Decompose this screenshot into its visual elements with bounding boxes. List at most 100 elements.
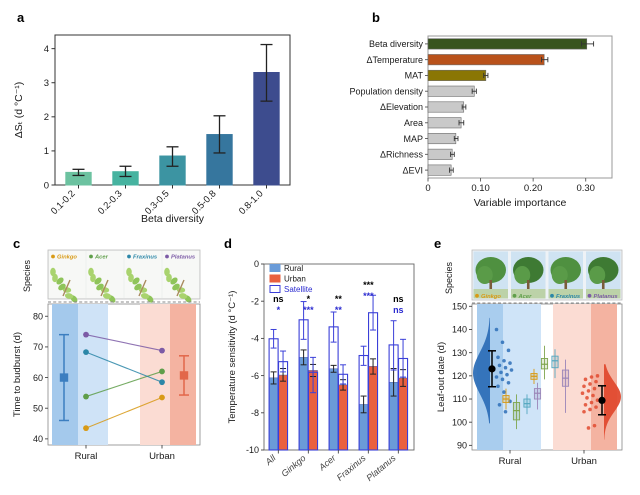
y-axis-title: ΔSₜ (d °C⁻¹) (13, 82, 25, 139)
species-legend-label: Ginkgo (481, 294, 501, 300)
x-tick-label: Acer (316, 452, 338, 473)
data-point (83, 331, 89, 338)
error-bar (483, 72, 489, 79)
significance-bottom: *** (363, 291, 374, 301)
data-point (583, 377, 588, 382)
y-tick-label: MAT (405, 71, 424, 81)
data-point (580, 391, 585, 396)
error-bar (260, 43, 273, 102)
y-tick-label: 4 (44, 44, 49, 55)
significance-top: ** (335, 294, 343, 304)
species-legend-label: Ginkgo (57, 255, 77, 261)
panel-c: c Species Ginkgo Acer Fraxinus Platanus 40 50… (0, 232, 218, 495)
x-tick-label: 0.2-0.3 (96, 188, 125, 217)
species-line-platanus (83, 331, 165, 354)
significance-bottom: *** (303, 305, 314, 315)
species-photo-ginkgo (473, 251, 508, 299)
y-tick-label: MAP (403, 134, 423, 144)
error-bar-satellite (300, 301, 307, 340)
data-point (159, 394, 165, 401)
data-point (595, 374, 600, 378)
error-bar (270, 371, 277, 385)
boxplot-fraxinus (551, 349, 559, 379)
error-bar-satellite (340, 364, 347, 385)
bar (427, 133, 457, 145)
species-photo-platanus (163, 251, 199, 303)
x-tick-label: Urban (571, 456, 597, 467)
species-legend-dot (127, 254, 131, 259)
data-point (159, 347, 165, 354)
panel-d: d 0 -2 -4 -6 -8 -10 ns * All * *** Ginkgo ** ** Acer **… (218, 232, 426, 495)
data-point (502, 390, 506, 394)
x-tick-label: Ginkgo (279, 453, 307, 479)
y-tick-label: 1 (44, 146, 49, 157)
species-legend-dot (165, 254, 169, 259)
panel-b-label: b (372, 10, 380, 25)
data-point (496, 355, 500, 360)
x-tick-label: Rural (75, 451, 98, 462)
species-legend-dot (512, 293, 517, 298)
data-point (594, 405, 598, 409)
panel-b-chart: Beta diversity ΔTemperature MAT Population … (349, 35, 613, 209)
panel-e-label: e (434, 236, 442, 251)
species-legend-label: Fraxinus (556, 294, 581, 300)
significance-top: * (307, 294, 311, 304)
bar (427, 148, 453, 160)
data-point (503, 409, 508, 414)
species-photo-fraxinus (125, 251, 161, 303)
mean-marker (488, 365, 496, 373)
background-band (78, 304, 108, 445)
x-tick-label: 0.8-1.0 (237, 188, 266, 217)
significance-top: ns (393, 294, 404, 304)
violin (473, 317, 490, 424)
species-legend-dot (89, 254, 93, 259)
background-band (140, 304, 170, 445)
y-tick-label: -8 (251, 408, 259, 418)
data-point (588, 407, 592, 412)
data-point (594, 379, 598, 384)
y-tick-label: Population density (349, 86, 423, 96)
data-point (83, 393, 89, 400)
bar-urban (368, 366, 378, 451)
data-point (592, 386, 597, 391)
error-bar (166, 146, 179, 167)
boxplot-fraxinus (523, 394, 531, 415)
y-tick-label: 0 (254, 259, 259, 269)
error-bar (453, 135, 459, 142)
mean-marker (598, 396, 606, 405)
y-tick-label: 2 (44, 112, 49, 123)
error-bar-satellite (400, 338, 407, 378)
y-tick-label: 130 (452, 348, 467, 358)
data-point (583, 403, 588, 407)
y-tick-label: 110 (453, 394, 467, 404)
x-tick-label: Platanus (364, 453, 398, 483)
error-bar (541, 57, 549, 63)
y-axis-title: Temperature sensitivity (d °C⁻¹) (227, 291, 238, 424)
background-band (503, 304, 541, 450)
panel-d-chart: 0-2-4-6-8-10ns*All****Ginkgo****Acer****… (227, 259, 415, 483)
bar-rural (298, 357, 309, 451)
summary-urban (179, 355, 189, 396)
bar-urban (338, 384, 348, 451)
data-point (159, 379, 165, 386)
legend-label-urban: Urban (284, 274, 306, 283)
data-point (589, 375, 594, 379)
boxplot-acer (540, 345, 549, 380)
error-bar (449, 167, 454, 173)
y-axis-title: Time to budburst (d) (12, 332, 23, 417)
bar-rural (328, 368, 339, 451)
background-band (553, 304, 591, 450)
error-bar (213, 115, 226, 154)
data-point (502, 358, 506, 363)
data-point (586, 426, 591, 430)
data-point (497, 403, 502, 407)
bar (427, 38, 588, 50)
significance-top: ns (273, 294, 284, 304)
species-photo-platanus (586, 251, 621, 299)
group-urban (502, 364, 621, 440)
error-bar (581, 41, 595, 47)
data-point (506, 348, 511, 353)
boxplot-ginkgo (530, 368, 538, 384)
error-bar-satellite (370, 294, 377, 331)
y-tick-label: 150 (452, 302, 467, 312)
